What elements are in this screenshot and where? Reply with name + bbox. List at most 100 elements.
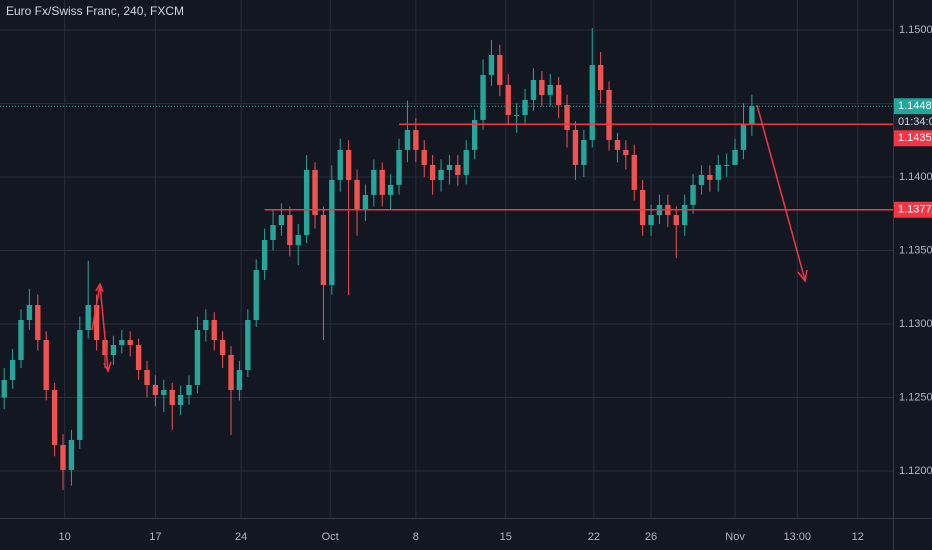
candle-body xyxy=(135,344,142,370)
candle-body xyxy=(312,169,318,216)
candle-body xyxy=(211,320,217,340)
candle-body xyxy=(429,164,436,180)
y-tick-label: 1.12500 xyxy=(899,391,932,403)
candle-body xyxy=(740,124,747,150)
candle-body xyxy=(581,139,587,165)
x-tick-label: 26 xyxy=(645,531,657,543)
candle-body xyxy=(35,305,41,340)
candle-body xyxy=(404,129,411,150)
candle-body xyxy=(329,179,335,286)
candle-body xyxy=(295,235,301,246)
x-tick-label: Oct xyxy=(322,531,339,543)
level-label: 1.13777 xyxy=(898,204,932,216)
candle-body xyxy=(228,354,234,390)
candle-body xyxy=(85,305,91,330)
candle-body xyxy=(614,139,621,150)
candle-body xyxy=(194,329,201,385)
candle-body xyxy=(362,194,369,210)
candle-body xyxy=(68,439,75,470)
x-tick-label: 17 xyxy=(149,531,161,543)
candle-body xyxy=(698,174,705,185)
candle-body xyxy=(177,394,184,405)
candle-body xyxy=(320,215,327,286)
countdown-label: 01:34:09 xyxy=(898,116,932,128)
candle-body xyxy=(253,270,259,321)
candle-body xyxy=(161,389,167,395)
x-tick-label: 22 xyxy=(588,531,600,543)
candle-body xyxy=(555,84,562,105)
candle-body xyxy=(421,149,427,165)
candle-body xyxy=(270,225,276,241)
candle-body xyxy=(505,84,511,115)
candle-body xyxy=(354,179,360,210)
x-tick-label: 13:00 xyxy=(783,531,811,543)
last-price-label: 1.14481 xyxy=(898,100,932,112)
candle-body xyxy=(110,344,117,355)
candle-body xyxy=(438,169,444,180)
axis-layer: 1.120001.125001.130001.135001.140001.145… xyxy=(59,24,932,543)
candle-body xyxy=(1,379,7,398)
candle-body xyxy=(488,54,495,75)
candle-body xyxy=(572,129,579,165)
candle-body xyxy=(690,184,696,205)
drawing-arrows xyxy=(91,104,808,373)
y-tick-label: 1.13500 xyxy=(899,244,932,256)
candle-body xyxy=(681,204,688,226)
y-tick-label: 1.15000 xyxy=(899,24,932,36)
last-price-tag xyxy=(894,98,932,115)
x-tick-label: 10 xyxy=(59,531,71,543)
candle-body xyxy=(287,215,293,246)
candle-body xyxy=(589,64,595,140)
candle-body xyxy=(144,369,150,385)
level-tag xyxy=(894,201,932,218)
chart-title: Euro Fx/Swiss Franc, 240, FXCM xyxy=(6,4,184,18)
arrow-head xyxy=(95,282,104,293)
candle-body xyxy=(236,369,243,390)
candle-body xyxy=(119,339,125,345)
candle-body xyxy=(278,215,285,226)
candle-body xyxy=(497,54,503,85)
candle-body xyxy=(396,149,402,185)
candle-body xyxy=(631,154,637,190)
candle-body xyxy=(127,339,133,345)
level-label: 1.14359 xyxy=(898,132,932,144)
candle-body xyxy=(169,389,175,405)
candle-body xyxy=(749,106,755,125)
candle-body xyxy=(186,384,192,395)
candle-body xyxy=(732,149,738,165)
candle-body xyxy=(673,215,679,226)
candle-body xyxy=(723,164,730,166)
arrow-head xyxy=(103,361,112,373)
arrow-head xyxy=(797,269,808,283)
candle-body xyxy=(345,149,352,180)
candle-body xyxy=(455,164,461,175)
candle-body xyxy=(446,164,453,170)
candle-body xyxy=(77,329,83,440)
x-tick-label: Nov xyxy=(725,531,745,543)
x-tick-label: 15 xyxy=(500,531,512,543)
candle-body xyxy=(60,444,66,470)
candle-body xyxy=(623,149,629,155)
candles-layer xyxy=(0,27,893,490)
y-tick-label: 1.12000 xyxy=(899,465,932,477)
level-tag xyxy=(894,130,932,147)
candle-body xyxy=(413,129,419,150)
candle-body xyxy=(463,149,469,175)
candle-body xyxy=(387,184,394,195)
candle-body xyxy=(9,359,16,380)
candle-body xyxy=(648,215,654,226)
candle-body xyxy=(379,169,385,195)
candle-body xyxy=(471,119,478,150)
forecast-arrow xyxy=(756,104,806,281)
candle-body xyxy=(245,320,251,370)
candle-body xyxy=(51,389,58,445)
x-tick-label: 8 xyxy=(413,531,419,543)
candle-body xyxy=(337,149,343,180)
candle-body xyxy=(203,320,209,330)
x-tick-label: 24 xyxy=(235,531,247,543)
candle-body xyxy=(564,104,570,130)
candle-body xyxy=(530,79,537,100)
candle-body xyxy=(219,339,226,355)
